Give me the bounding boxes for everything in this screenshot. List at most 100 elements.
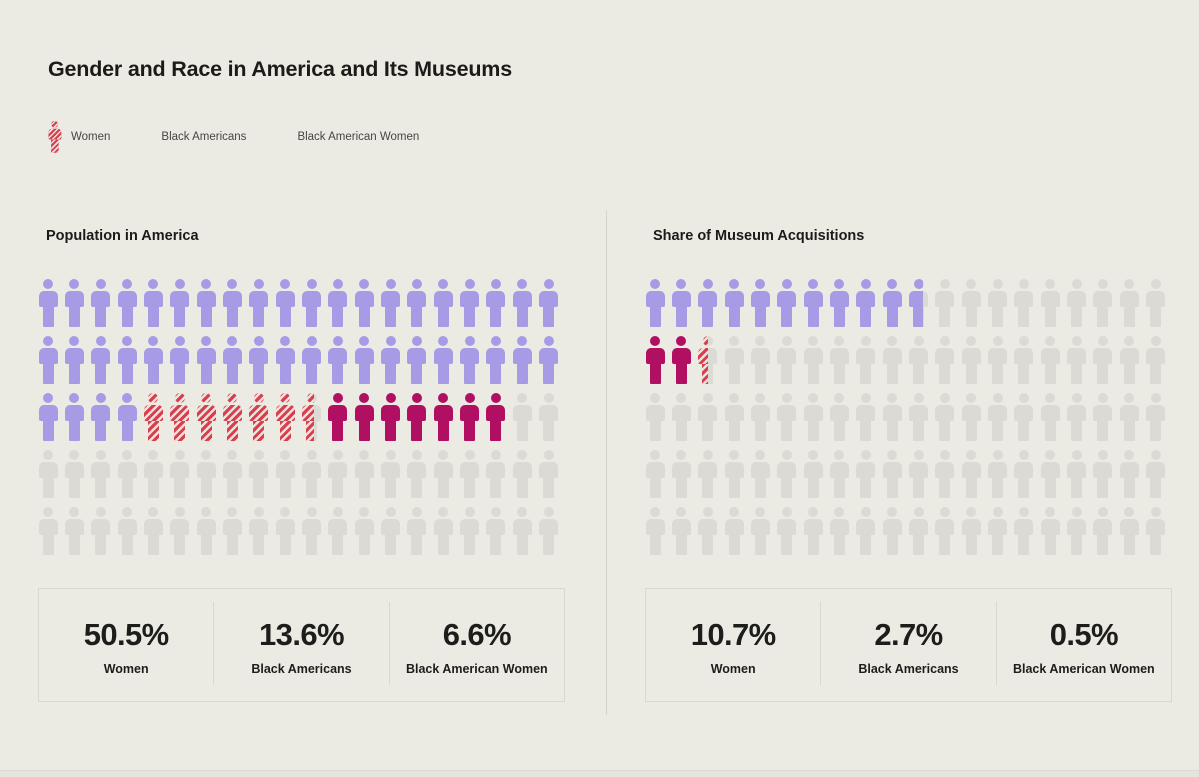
population-stats-box: 50.5% Women 13.6% Black Americans 6.6% B… — [38, 588, 565, 702]
person-icon-women — [328, 336, 348, 384]
person-icon-empty — [724, 393, 744, 441]
person-icon-empty — [777, 336, 797, 384]
stat-divider — [995, 602, 997, 685]
person-icon-empty — [1040, 393, 1060, 441]
acquisitions-pictogram-grid — [645, 279, 1172, 555]
person-icon-empty — [1093, 279, 1113, 327]
person-icon-empty — [750, 393, 770, 441]
person-icon-empty — [170, 507, 190, 555]
person-icon-baw — [143, 393, 163, 441]
legend: Women Black Americans Black American Wom… — [48, 121, 419, 153]
person-icon-empty — [302, 450, 322, 498]
person-icon-women — [38, 279, 58, 327]
person-icon-empty — [882, 393, 902, 441]
person-icon-women — [460, 336, 480, 384]
person-icon-empty — [671, 450, 691, 498]
legend-label: Women — [71, 131, 111, 143]
person-icon-empty — [196, 507, 216, 555]
person-icon-empty — [856, 336, 876, 384]
panel-acquisitions: Share of Museum Acquisitions 10.7% Women… — [645, 228, 1172, 702]
person-icon-women — [645, 279, 665, 327]
person-icon-empty — [935, 450, 955, 498]
panel-population: Population in America 50.5% Women 13.6% … — [38, 228, 565, 702]
person-icon-empty — [1014, 393, 1034, 441]
person-icon-empty — [1146, 507, 1166, 555]
person-icon-women — [433, 336, 453, 384]
person-icon-women — [91, 336, 111, 384]
person-icon-empty — [91, 450, 111, 498]
person-icon-empty — [170, 450, 190, 498]
person-icon-empty — [302, 507, 322, 555]
person-icon-women — [539, 336, 559, 384]
person-icon-empty — [275, 507, 295, 555]
person-icon-empty — [1040, 336, 1060, 384]
person-icon-women — [117, 336, 137, 384]
person-icon-empty — [64, 450, 84, 498]
person-icon-empty — [539, 450, 559, 498]
stat-women: 50.5% Women — [39, 589, 213, 701]
person-icon-women — [38, 336, 58, 384]
person-icon-black — [671, 336, 691, 384]
person-icon-baw — [222, 393, 242, 441]
person-icon-empty — [935, 336, 955, 384]
person-icon-empty — [1119, 393, 1139, 441]
person-icon-baw — [275, 393, 295, 441]
person-icon-empty — [909, 450, 929, 498]
person-icon-empty — [1093, 336, 1113, 384]
person-icon-empty — [777, 507, 797, 555]
person-icon-empty — [750, 450, 770, 498]
person-icon-empty — [856, 450, 876, 498]
person-icon-empty — [143, 507, 163, 555]
person-icon-women — [91, 393, 111, 441]
person-icon-women — [407, 279, 427, 327]
person-icon-empty — [1093, 450, 1113, 498]
person-icon-empty — [961, 393, 981, 441]
person-icon-empty — [909, 507, 929, 555]
person-icon-empty — [512, 450, 532, 498]
person-icon-empty — [961, 507, 981, 555]
person-icon-women — [354, 336, 374, 384]
person-icon-baw — [249, 393, 269, 441]
person-icon-empty — [407, 507, 427, 555]
person-icon-women — [117, 393, 137, 441]
person-icon-empty — [539, 507, 559, 555]
person-icon-empty — [117, 450, 137, 498]
person-icon-empty — [829, 450, 849, 498]
person-icon-empty — [750, 507, 770, 555]
person-icon-empty — [961, 279, 981, 327]
person-icon-women — [724, 279, 744, 327]
person-icon-empty — [935, 393, 955, 441]
person-icon-empty — [1119, 450, 1139, 498]
person-icon-women — [803, 279, 823, 327]
person-icon-empty — [882, 336, 902, 384]
person-icon-empty — [698, 450, 718, 498]
person-icon-women — [249, 336, 269, 384]
person-icon-empty — [1014, 336, 1034, 384]
person-icon-women — [196, 336, 216, 384]
person-icon-empty — [249, 507, 269, 555]
person-icon-empty — [882, 507, 902, 555]
person-icon-empty — [460, 507, 480, 555]
person-icon-empty — [803, 393, 823, 441]
person-icon-women — [91, 279, 111, 327]
stat-divider — [213, 602, 215, 685]
person-icon-empty — [1093, 507, 1113, 555]
stat-black-american-women: 6.6% Black American Women — [390, 589, 564, 701]
stat-label: Black Americans — [858, 661, 959, 676]
person-icon-women — [64, 393, 84, 441]
person-icon-empty — [1067, 450, 1087, 498]
person-icon-women — [486, 336, 506, 384]
page-title: Gender and Race in America and Its Museu… — [48, 57, 512, 81]
person-icon-black — [381, 393, 401, 441]
person-icon-empty — [671, 507, 691, 555]
person-icon-empty — [1067, 279, 1087, 327]
person-icon-baw — [196, 393, 216, 441]
person-icon-women — [909, 279, 929, 327]
stat-value: 10.7% — [690, 616, 777, 652]
person-icon-empty — [1014, 279, 1034, 327]
person-icon-women — [354, 279, 374, 327]
stat-black-americans: 2.7% Black Americans — [821, 589, 995, 701]
person-icon-women — [38, 393, 58, 441]
person-icon-empty — [988, 450, 1008, 498]
person-icon-women — [170, 336, 190, 384]
